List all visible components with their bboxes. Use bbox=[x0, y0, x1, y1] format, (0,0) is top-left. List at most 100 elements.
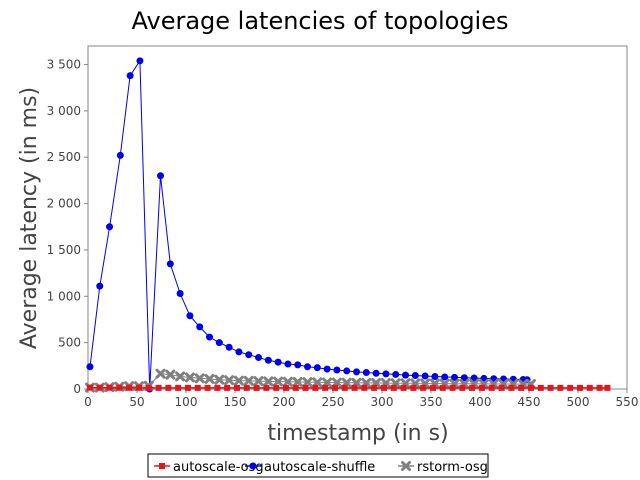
x-axis-label: timestamp (in s) bbox=[267, 421, 448, 446]
data-point-autoscale-osg bbox=[371, 384, 378, 391]
y-tick-label: 3 000 bbox=[47, 104, 81, 118]
data-point-rstorm-osg bbox=[175, 371, 186, 382]
data-point-rstorm-osg bbox=[194, 373, 205, 384]
data-point-autoscale-shuffle bbox=[431, 372, 439, 380]
data-point-autoscale-osg bbox=[341, 384, 348, 391]
data-point-autoscale-osg bbox=[488, 384, 495, 391]
series-autoscale-shuffle bbox=[86, 57, 531, 393]
legend-entry-autoscale-shuffle: autoscale-shuffle bbox=[245, 460, 375, 475]
y-tick-label: 1 500 bbox=[47, 243, 81, 257]
data-point-rstorm-osg bbox=[184, 372, 195, 383]
legend-label: rstorm-osg bbox=[417, 460, 488, 475]
data-point-autoscale-osg bbox=[459, 384, 466, 391]
data-point-autoscale-osg bbox=[331, 384, 338, 391]
data-point-autoscale-shuffle bbox=[362, 368, 370, 376]
data-point-autoscale-osg bbox=[586, 384, 593, 391]
data-point-autoscale-osg bbox=[518, 384, 525, 391]
series-line-rstorm-osg bbox=[90, 373, 531, 389]
x-tick-label: 500 bbox=[567, 395, 590, 409]
data-point-autoscale-osg bbox=[194, 384, 201, 391]
data-point-autoscale-osg bbox=[449, 384, 456, 391]
data-point-autoscale-osg bbox=[312, 384, 319, 391]
legend-box bbox=[147, 453, 489, 478]
data-point-autoscale-osg bbox=[410, 384, 417, 391]
data-point-autoscale-shuffle bbox=[96, 282, 104, 290]
legend-label: autoscale-osg bbox=[173, 460, 264, 475]
data-point-autoscale-shuffle bbox=[470, 374, 478, 382]
data-point-autoscale-shuffle bbox=[86, 363, 94, 371]
data-point-autoscale-osg bbox=[165, 384, 172, 391]
legend-label: autoscale-shuffle bbox=[264, 460, 375, 475]
x-tick-label: 200 bbox=[273, 395, 296, 409]
data-point-autoscale-osg bbox=[400, 384, 407, 391]
data-point-autoscale-osg bbox=[116, 384, 123, 391]
data-point-autoscale-shuffle bbox=[343, 367, 351, 375]
x-axis-ticks: 0 50 100 150 200 250 300 350 400 450 500 550 bbox=[84, 389, 638, 409]
legend-swatch-marker bbox=[401, 461, 411, 471]
data-point-autoscale-shuffle bbox=[264, 356, 272, 364]
data-point-autoscale-shuffle bbox=[255, 353, 263, 361]
y-axis-label: Average latency (in ms) bbox=[17, 87, 42, 349]
data-point-autoscale-osg bbox=[469, 384, 476, 391]
data-point-autoscale-osg bbox=[361, 384, 368, 391]
data-point-autoscale-osg bbox=[292, 384, 299, 391]
data-point-autoscale-osg bbox=[527, 384, 534, 391]
legend-entry-autoscale-osg: autoscale-osg bbox=[154, 460, 264, 475]
data-point-autoscale-shuffle bbox=[323, 365, 331, 373]
x-tick-label: 450 bbox=[518, 395, 541, 409]
data-point-autoscale-shuffle bbox=[157, 172, 165, 180]
data-point-autoscale-shuffle bbox=[225, 343, 233, 351]
data-point-autoscale-shuffle bbox=[245, 351, 253, 359]
data-point-rstorm-osg bbox=[282, 376, 293, 387]
data-point-rstorm-osg bbox=[243, 375, 254, 386]
data-point-autoscale-shuffle bbox=[206, 333, 214, 341]
data-point-autoscale-osg bbox=[478, 384, 485, 391]
data-point-autoscale-osg bbox=[86, 384, 93, 391]
data-point-autoscale-osg bbox=[224, 384, 231, 391]
data-point-autoscale-shuffle bbox=[136, 57, 144, 65]
plot-area bbox=[87, 45, 628, 390]
data-point-autoscale-shuffle bbox=[313, 364, 321, 372]
chart-title: Average latencies of topologies bbox=[131, 7, 508, 35]
data-point-autoscale-osg bbox=[537, 384, 544, 391]
data-point-autoscale-shuffle bbox=[353, 368, 361, 376]
legend-entry-rstorm-osg: rstorm-osg bbox=[398, 460, 488, 475]
data-point-rstorm-osg bbox=[204, 373, 215, 384]
data-point-autoscale-shuffle bbox=[196, 323, 204, 331]
x-tick-label: 50 bbox=[129, 395, 144, 409]
data-point-autoscale-osg bbox=[175, 384, 182, 391]
data-point-autoscale-osg bbox=[253, 384, 260, 391]
data-point-autoscale-osg bbox=[567, 384, 574, 391]
data-point-autoscale-shuffle bbox=[126, 72, 134, 80]
series-layer bbox=[84, 57, 611, 393]
data-point-autoscale-shuffle bbox=[166, 260, 174, 268]
data-point-rstorm-osg bbox=[312, 377, 323, 388]
data-point-autoscale-shuffle bbox=[176, 290, 184, 298]
legend: autoscale-osg autoscale-shuffle rstorm-osg bbox=[147, 453, 489, 478]
data-point-autoscale-osg bbox=[302, 384, 309, 391]
x-tick-label: 150 bbox=[224, 395, 247, 409]
data-point-autoscale-shuffle bbox=[186, 312, 194, 320]
data-point-autoscale-osg bbox=[145, 384, 152, 391]
data-point-autoscale-shuffle bbox=[284, 360, 292, 368]
data-point-autoscale-osg bbox=[557, 384, 564, 391]
data-point-autoscale-shuffle bbox=[294, 361, 302, 369]
data-point-autoscale-osg bbox=[96, 384, 103, 391]
data-point-autoscale-shuffle bbox=[441, 373, 449, 381]
data-point-autoscale-shuffle bbox=[421, 372, 429, 380]
legend-swatch-marker bbox=[159, 463, 165, 469]
y-tick-label: 1 000 bbox=[47, 289, 81, 303]
x-tick-label: 350 bbox=[420, 395, 443, 409]
data-point-rstorm-osg bbox=[233, 375, 244, 386]
data-point-autoscale-osg bbox=[263, 384, 270, 391]
x-tick-label: 100 bbox=[175, 395, 198, 409]
data-point-rstorm-osg bbox=[263, 376, 274, 387]
x-tick-label: 550 bbox=[616, 395, 639, 409]
data-point-autoscale-shuffle bbox=[235, 348, 243, 356]
data-point-autoscale-osg bbox=[439, 384, 446, 391]
data-point-rstorm-osg bbox=[292, 376, 303, 387]
data-point-rstorm-osg bbox=[273, 376, 284, 387]
data-point-autoscale-osg bbox=[322, 384, 329, 391]
data-point-autoscale-osg bbox=[351, 384, 358, 391]
